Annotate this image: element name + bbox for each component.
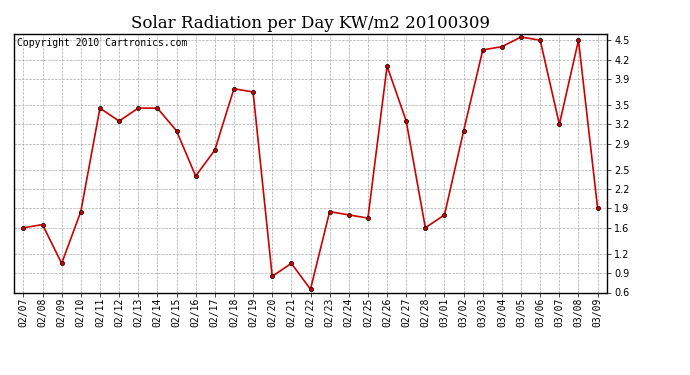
Title: Solar Radiation per Day KW/m2 20100309: Solar Radiation per Day KW/m2 20100309 (131, 15, 490, 32)
Text: Copyright 2010 Cartronics.com: Copyright 2010 Cartronics.com (17, 38, 187, 48)
